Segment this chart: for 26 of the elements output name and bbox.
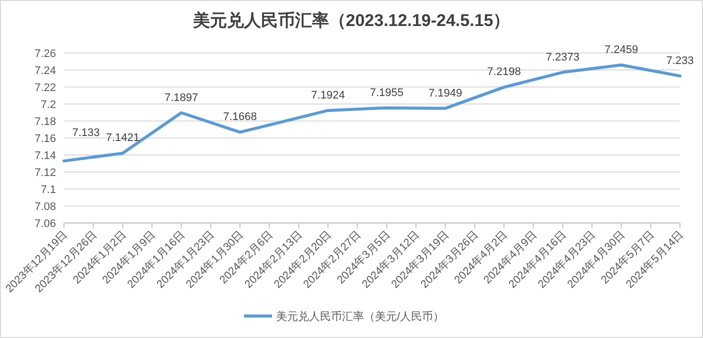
data-label: 7.2459 xyxy=(604,44,638,56)
y-tick-label: 7.18 xyxy=(34,116,56,128)
data-label: 7.133 xyxy=(72,126,100,139)
y-tick-label: 7.2 xyxy=(40,99,56,111)
line-series xyxy=(62,63,682,162)
data-label: 7.1668 xyxy=(223,111,257,124)
y-tick-label: 7.1 xyxy=(40,184,56,196)
title: 美元兑人民币汇率（2023.12.19-24.5.15） xyxy=(192,11,510,30)
data-label: 7.2198 xyxy=(487,66,521,78)
legend: 美元兑人民币汇率（美元/人民币） xyxy=(244,311,444,323)
y-tick-label: 7.14 xyxy=(34,150,56,162)
data-label: 7.1897 xyxy=(164,92,198,104)
y-tick-label: 7.24 xyxy=(34,65,56,77)
legend-label: 美元兑人民币汇率（美元/人民币） xyxy=(276,310,444,323)
data-label: 7.233 xyxy=(666,54,694,67)
y-tick-label: 7.16 xyxy=(34,133,56,145)
data-label: 7.1955 xyxy=(370,86,404,99)
data-label: 7.1421 xyxy=(106,132,140,144)
y-tick-label: 7.06 xyxy=(34,218,56,230)
y-tick-label: 7.26 xyxy=(34,48,56,60)
y-tick-label: 7.22 xyxy=(34,82,56,94)
data-label: 7.1949 xyxy=(428,87,462,100)
data-label: 7.1924 xyxy=(311,89,345,102)
y-tick-label: 7.12 xyxy=(34,167,56,179)
y-tick-label: 7.08 xyxy=(34,201,56,213)
data-label: 7.2373 xyxy=(546,51,580,64)
